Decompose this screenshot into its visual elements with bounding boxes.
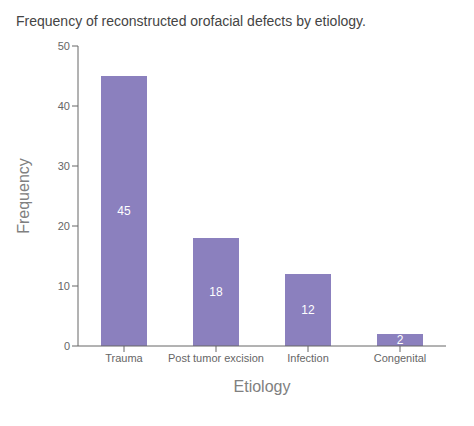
svg-text:12: 12 [301, 303, 315, 317]
svg-text:40: 40 [58, 100, 70, 112]
html-text:Frequency of reconstructed oro: Frequency of reconstructed orofacial def… [16, 13, 366, 29]
svg-text:Frequency: Frequency [15, 158, 32, 234]
svg-text:Post tumor excision: Post tumor excision [168, 352, 264, 364]
svg-text:18: 18 [209, 285, 223, 299]
svg-text:0: 0 [64, 340, 70, 352]
svg-text:Infection: Infection [287, 352, 329, 364]
svg-text:Trauma: Trauma [105, 352, 143, 364]
svg-text:30: 30 [58, 160, 70, 172]
svg-text:50: 50 [58, 40, 70, 52]
svg-text:20: 20 [58, 220, 70, 232]
svg-text:2: 2 [397, 333, 404, 347]
svg-text:Etiology: Etiology [234, 378, 291, 395]
svg-text:Congenital: Congenital [374, 352, 427, 364]
svg-text:10: 10 [58, 280, 70, 292]
svg-text:45: 45 [117, 204, 131, 218]
